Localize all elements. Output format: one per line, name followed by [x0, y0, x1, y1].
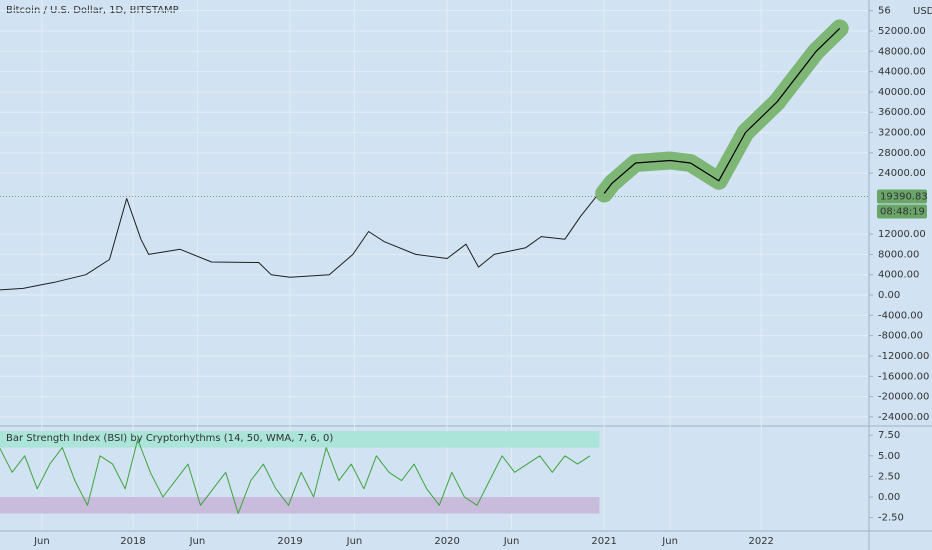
- y-tick-label: 4000.00: [878, 270, 919, 281]
- series-line: [0, 438, 591, 514]
- x-tick-label: Jun: [189, 536, 206, 547]
- y-tick-label: -8000.00: [878, 331, 923, 342]
- band: [0, 497, 600, 514]
- y-tick-label: 2.50: [878, 471, 900, 482]
- x-tick-label: 2019: [277, 536, 302, 547]
- y-tick-label: 8000.00: [878, 249, 919, 260]
- y-tick-label: 40000.00: [878, 87, 926, 98]
- countdown-label: 08:48:19: [880, 207, 925, 218]
- y-tick-label: 28000.00: [878, 148, 926, 159]
- price-label-bg: [877, 189, 927, 204]
- countdown-bg: [877, 204, 927, 219]
- x-tick-label: Jun: [33, 536, 50, 547]
- y-tick-label: 36000.00: [878, 107, 926, 118]
- y-tick-label: 12000.00: [878, 229, 926, 240]
- x-tick-label: Jun: [503, 536, 520, 547]
- y-tick-label: 24000.00: [878, 168, 926, 179]
- y-tick-label: 5.00: [878, 451, 900, 462]
- indicator-title: Bar Strength Index (BSI) by Cryptorhythm…: [6, 433, 333, 444]
- y-tick-label: 48000.00: [878, 46, 926, 57]
- x-tick-label: Jun: [346, 536, 363, 547]
- y-tick-label: 0.00: [878, 290, 900, 301]
- x-tick-label: 2022: [748, 536, 773, 547]
- series-line: [603, 27, 841, 194]
- last-price-label: 19390.83: [880, 192, 928, 203]
- y-tick-label: -4000.00: [878, 310, 923, 321]
- y-tick-label: 52000.00: [878, 26, 926, 37]
- y-tick-label: -2.50: [878, 513, 904, 524]
- y-tick-label: -24000.00: [878, 412, 929, 423]
- y-tick-label: 56: [878, 6, 891, 17]
- y-tick-label: 7.50: [878, 430, 900, 441]
- band: [0, 431, 600, 448]
- x-tick-label: 2021: [591, 536, 616, 547]
- x-tick-label: 2018: [120, 536, 145, 547]
- currency-label: USD: [913, 6, 932, 17]
- y-tick-label: -16000.00: [878, 371, 929, 382]
- series-line: [0, 196, 597, 291]
- y-tick-label: -12000.00: [878, 351, 929, 362]
- y-tick-label: 32000.00: [878, 128, 926, 139]
- x-tick-label: Jun: [661, 536, 678, 547]
- y-tick-label: 44000.00: [878, 67, 926, 78]
- y-tick-label: -20000.00: [878, 392, 929, 403]
- y-tick-label: 0.00: [878, 492, 900, 503]
- x-tick-label: 2020: [434, 536, 459, 547]
